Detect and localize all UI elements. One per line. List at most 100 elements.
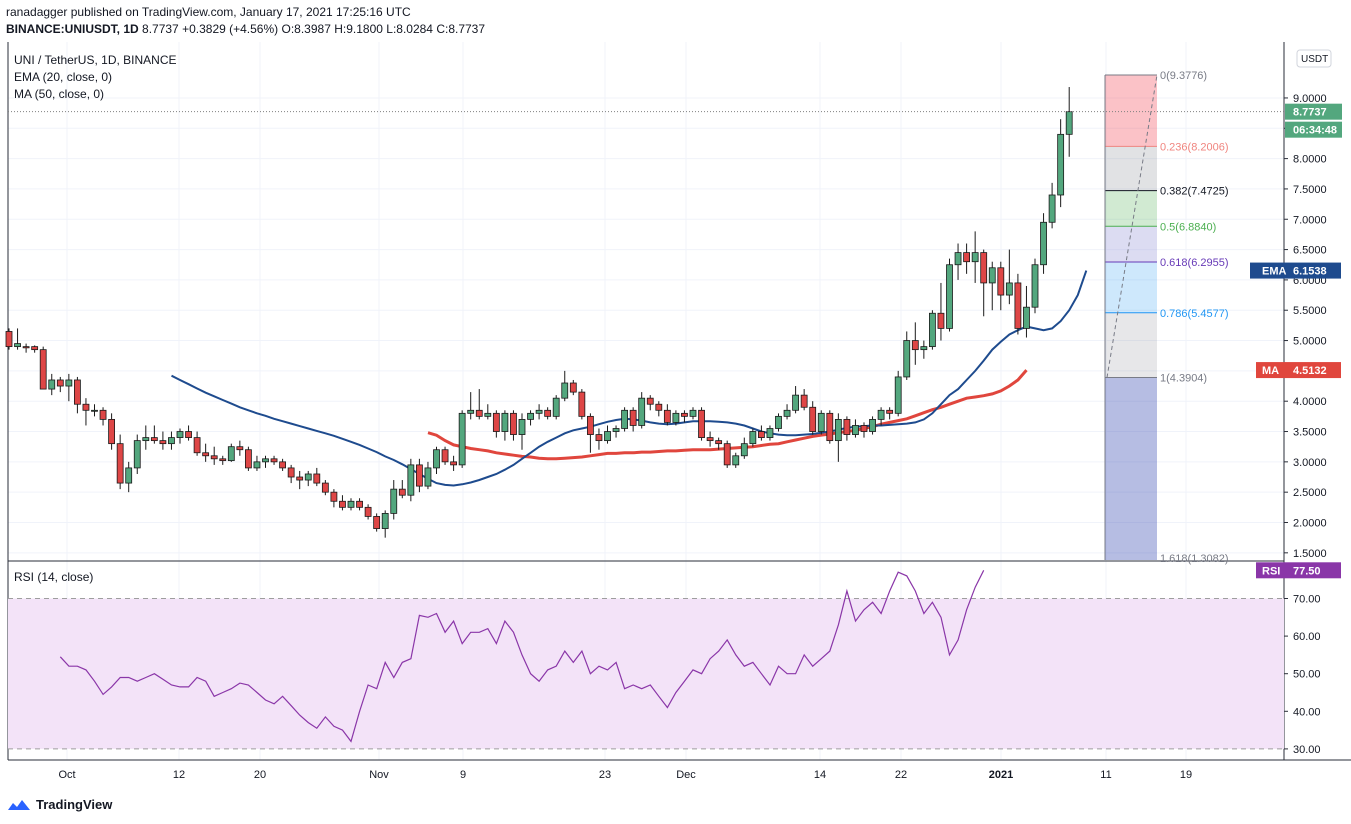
candle <box>997 261 1005 311</box>
candle <box>638 392 646 429</box>
candle <box>1057 119 1065 208</box>
candle <box>937 282 945 341</box>
candle <box>723 440 731 468</box>
candle-body <box>492 412 500 432</box>
candle-body <box>168 437 175 445</box>
candle-body <box>475 409 483 417</box>
candle-body <box>484 412 492 417</box>
candle-body <box>1005 282 1013 296</box>
candle <box>398 480 406 499</box>
time-tick-label: 14 <box>814 769 826 781</box>
candle-body <box>1048 194 1056 223</box>
candle <box>1023 285 1030 338</box>
price-tick-label: 7.0000 <box>1293 214 1327 226</box>
candle-body <box>270 458 278 463</box>
candle <box>655 401 663 417</box>
time-tick-label: 22 <box>895 769 907 781</box>
tradingview-logo[interactable]: TradingView <box>6 797 112 812</box>
fib-label: 0.236(8.2006) <box>1160 141 1229 153</box>
candle-body <box>792 394 799 411</box>
candle-body <box>407 464 415 496</box>
candle <box>450 455 458 471</box>
candle-body <box>535 409 543 414</box>
candle <box>159 431 167 450</box>
candle-body <box>869 418 876 432</box>
candle-body <box>1040 221 1047 266</box>
time-tick-label: 23 <box>599 769 611 781</box>
candle <box>364 504 372 520</box>
rsi-badge-value: 77.50 <box>1293 565 1321 577</box>
ema-badge-bg <box>1250 262 1341 279</box>
high-value: H:9.1800 <box>334 22 383 36</box>
candle-body <box>587 415 594 435</box>
candle <box>817 410 825 435</box>
close-value: C:8.7737 <box>436 22 486 36</box>
candle-body <box>809 406 817 432</box>
candles <box>5 87 1073 538</box>
candle <box>390 480 398 520</box>
candle-body <box>569 382 577 393</box>
candle <box>1048 182 1056 229</box>
currency-label: USDT <box>1301 54 1328 65</box>
time-tick-label: Nov <box>369 769 389 781</box>
candle <box>903 331 911 380</box>
candle-body <box>176 431 184 438</box>
candle <box>689 407 697 420</box>
rsi-legend: RSI (14, close) <box>14 570 94 584</box>
candle-body <box>655 403 663 411</box>
candle <box>800 389 808 411</box>
candle <box>860 422 868 438</box>
ma-legend: MA (50, close, 0) <box>14 87 105 101</box>
candle-body <box>1057 133 1065 196</box>
candle-body <box>441 449 449 463</box>
candle <box>783 404 791 420</box>
candle-body <box>56 379 64 387</box>
price-tick-label: 2.0000 <box>1293 518 1327 530</box>
candle-body <box>398 488 406 496</box>
candle-body <box>467 409 475 414</box>
last-price-badge-value: 8.7737 <box>1293 107 1327 119</box>
candle <box>1065 87 1073 157</box>
candle-body <box>988 267 996 284</box>
candle-body <box>244 449 252 469</box>
candle <box>116 434 124 490</box>
ma-badge-value: 4.5132 <box>1293 365 1327 377</box>
candle-body <box>501 412 509 432</box>
candle <box>792 386 799 414</box>
candle-body <box>971 252 979 263</box>
fib-zone <box>1105 312 1157 378</box>
candle <box>150 425 158 444</box>
fib-label: 0.786(5.4577) <box>1160 308 1229 320</box>
candle-body <box>946 264 953 329</box>
time-tick-label: 9 <box>460 769 466 781</box>
candle-body <box>954 252 962 266</box>
candle <box>681 410 688 423</box>
candle <box>561 370 569 402</box>
candle <box>14 328 21 350</box>
candle <box>125 461 133 493</box>
fib-zone <box>1105 261 1157 313</box>
candle-body <box>621 409 628 429</box>
rsi-band <box>8 598 1284 749</box>
candle <box>663 404 671 426</box>
fib-zone <box>1105 190 1157 227</box>
candle <box>339 495 346 511</box>
fib-zone <box>1105 377 1157 560</box>
candle-body <box>852 425 859 435</box>
candle <box>91 404 98 417</box>
candle <box>202 443 210 462</box>
candle-body <box>356 500 363 508</box>
candle <box>108 413 115 450</box>
time-tick-label: 19 <box>1180 769 1192 781</box>
candle <box>31 345 39 353</box>
candle-body <box>510 412 517 435</box>
candle <box>518 413 526 450</box>
rsi-badge-bg <box>1256 562 1341 579</box>
candle-body <box>424 467 432 487</box>
ema-badge-name: EMA <box>1262 266 1287 278</box>
chart-title-legend: UNI / TetherUS, 1D, BINANCE <box>14 53 177 67</box>
rsi-tick-label: 50.00 <box>1293 669 1321 681</box>
candle <box>99 407 107 426</box>
candle-body <box>980 252 988 284</box>
